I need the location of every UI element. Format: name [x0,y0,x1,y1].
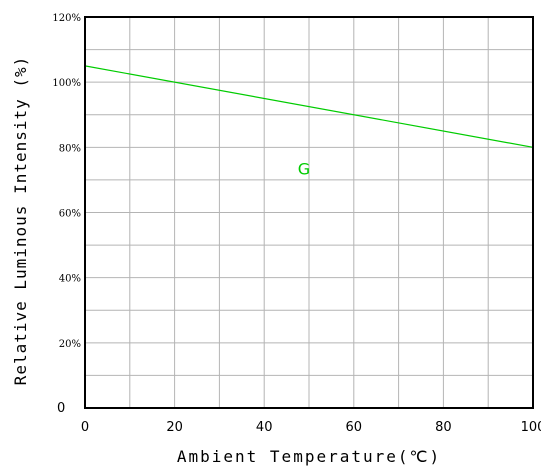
x-tick-label: 40 [256,420,273,435]
x-tick-label: 60 [346,420,363,435]
x-tick-label: 0 [81,420,89,435]
series-line-g [84,65,534,148]
y-tick-label: 120% [52,13,81,24]
x-tick-label: 100 [521,420,541,435]
y-tick-labels: 0 20% 40% 60% 80% 100% 120% [52,13,81,416]
x-tick-labels: 0 20 40 60 80 100 [81,420,541,435]
y-tick-label: 100% [52,78,81,89]
y-tick-label: 0 [57,401,65,416]
plot-frame [84,16,534,409]
series-layer [84,65,534,148]
series-label-g: G [298,160,310,179]
y-tick-label: 40% [59,274,81,285]
x-tick-label: 20 [166,420,183,435]
y-tick-label: 80% [59,143,81,154]
y-axis-label: Relative Luminous Intensity (%) [11,56,30,386]
y-tick-label: 20% [59,339,81,350]
x-tick-label: 80 [435,420,452,435]
y-tick-label: 60% [59,209,81,220]
x-axis-label: Ambient Temperature(℃) [177,447,441,466]
grid [85,17,533,408]
